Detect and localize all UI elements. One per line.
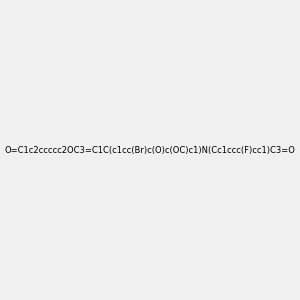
Text: O=C1c2ccccc2OC3=C1C(c1cc(Br)c(O)c(OC)c1)N(Cc1ccc(F)cc1)C3=O: O=C1c2ccccc2OC3=C1C(c1cc(Br)c(O)c(OC)c1)… bbox=[4, 146, 296, 154]
